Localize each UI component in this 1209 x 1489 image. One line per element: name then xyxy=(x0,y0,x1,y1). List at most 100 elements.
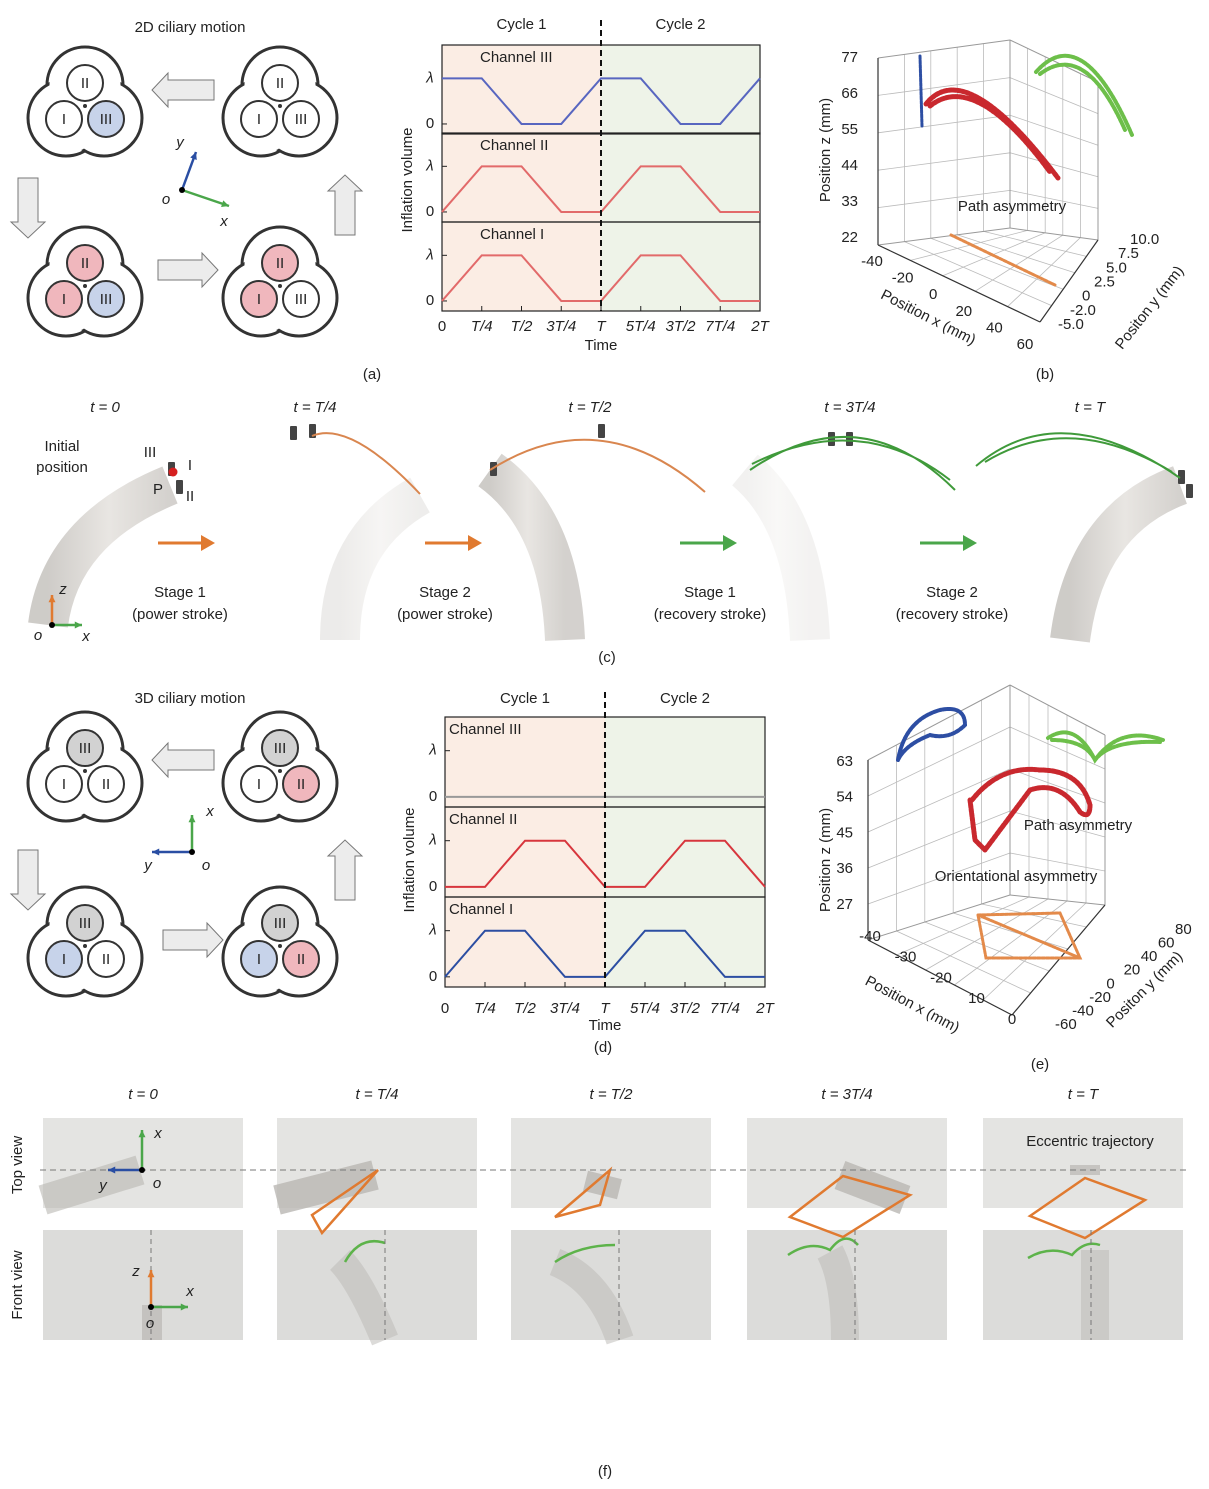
grid-line-3d xyxy=(868,811,1010,868)
axis-arrow xyxy=(182,190,229,206)
process-arrow xyxy=(328,175,362,235)
process-arrow xyxy=(328,840,362,900)
tick-label-3d: 10 xyxy=(968,990,985,1007)
x-tick-label: 5T/4 xyxy=(626,318,656,335)
panel-title: 2D ciliary motion xyxy=(135,19,246,36)
x-tick-label: 3T/4 xyxy=(546,318,576,335)
grid-line-3d xyxy=(1010,685,1105,735)
label: II xyxy=(186,488,194,505)
label: I xyxy=(188,457,192,474)
y-tick-label: λ xyxy=(425,157,433,174)
label: (power stroke) xyxy=(132,606,228,623)
tube-end xyxy=(846,432,853,446)
tick-label-3d: 20 xyxy=(1124,962,1141,979)
panel-label: (e) xyxy=(1031,1056,1049,1073)
center-dot xyxy=(83,769,87,773)
tick-label-3d: 22 xyxy=(841,229,858,246)
channel-label: III xyxy=(274,740,287,757)
tick-label-3d: 20 xyxy=(955,303,972,320)
origin xyxy=(189,849,195,855)
label: Stage 2 xyxy=(926,584,978,601)
channel-label: I xyxy=(257,291,261,308)
series-name: Channel II xyxy=(480,137,548,154)
tick-label-3d: 77 xyxy=(841,49,858,66)
x-tick-label: 0 xyxy=(441,1000,449,1017)
time-label: t = 0 xyxy=(90,399,120,416)
tick-label-3d: 60 xyxy=(1017,336,1034,353)
label: o xyxy=(162,191,170,208)
time-label: t = T xyxy=(1075,399,1107,416)
y-tick-label: 0 xyxy=(426,115,434,132)
grid-line-3d xyxy=(868,769,1010,832)
axis-arrow-head xyxy=(221,200,229,207)
time-label: t = T/2 xyxy=(569,399,613,416)
tube-end xyxy=(176,480,183,494)
x-tick-label: 7T/4 xyxy=(710,1000,740,1017)
label: Orientational asymmetry xyxy=(935,868,1098,885)
channel-label: II xyxy=(102,776,110,793)
label: (power stroke) xyxy=(397,606,493,623)
tick-label-3d: 54 xyxy=(836,789,853,806)
panel-label: (d) xyxy=(594,1039,612,1056)
label: o xyxy=(34,627,42,644)
label: o xyxy=(153,1175,161,1192)
label: Position z (mm) xyxy=(817,808,834,912)
x-tick-label: T/2 xyxy=(511,318,533,335)
tick-label-3d: 27 xyxy=(836,896,853,913)
channel-label: II xyxy=(276,75,284,92)
tick-label-3d: 36 xyxy=(836,860,853,877)
tick-label-3d: 33 xyxy=(841,193,858,210)
grid-line-3d xyxy=(878,228,1010,245)
tick-label-3d: 0 xyxy=(929,286,937,303)
label: position xyxy=(36,459,88,476)
channel-label: II xyxy=(81,255,89,272)
channel-label: III xyxy=(100,111,113,128)
actuator xyxy=(48,485,170,625)
grid-line-3d xyxy=(1010,78,1098,114)
panel-label: (b) xyxy=(1036,366,1054,383)
label: Eccentric trajectory xyxy=(1026,1133,1154,1150)
grid-line-3d xyxy=(896,931,1030,993)
series-name: Channel I xyxy=(480,226,544,243)
y-tick-label: λ xyxy=(428,922,436,939)
process-arrow xyxy=(163,923,223,957)
grid-line-3d xyxy=(878,40,1010,58)
y-axis-label: Inflation volume xyxy=(401,807,418,912)
channel-label: III xyxy=(295,291,308,308)
tick-label-3d: 0 xyxy=(1082,288,1090,305)
x-tick-label: 2T xyxy=(750,318,770,335)
trajectory xyxy=(951,235,1055,285)
x-tick-label: T/4 xyxy=(471,318,493,335)
series-name: Channel I xyxy=(449,901,513,918)
tube-end xyxy=(1186,484,1193,498)
series-name: Channel II xyxy=(449,811,517,828)
page: 2D ciliary motionIIIIIIIIIIIIIIIIIIIIIII… xyxy=(0,0,1209,1489)
trajectory xyxy=(926,90,1058,178)
axis-arrow-head xyxy=(75,622,82,629)
cycle-label: Cycle 2 xyxy=(660,690,710,707)
process-arrow xyxy=(152,743,214,777)
x-tick-label: T/2 xyxy=(514,1000,536,1017)
label: Stage 1 xyxy=(154,584,206,601)
label: y xyxy=(143,857,153,874)
tick-label-3d: 55 xyxy=(841,121,858,138)
tick-label-3d: 40 xyxy=(986,319,1003,336)
tick-label-3d: 45 xyxy=(836,824,853,841)
label: x xyxy=(81,628,90,645)
label: Path asymmetry xyxy=(958,198,1067,215)
grid-line-3d xyxy=(897,897,1029,955)
y-tick-label: 0 xyxy=(426,292,434,309)
grid-line-3d xyxy=(878,153,1010,170)
x-tick-label: 3T/4 xyxy=(550,1000,580,1017)
y-tick-label: λ xyxy=(428,832,436,849)
y-tick-label: 0 xyxy=(429,788,437,805)
channel-label: I xyxy=(62,111,66,128)
stage-arrow-head xyxy=(963,535,977,551)
top-view-photo xyxy=(983,1118,1183,1208)
channel-label: II xyxy=(297,776,305,793)
label: x xyxy=(205,803,214,820)
trajectory xyxy=(898,709,965,760)
channel-label: III xyxy=(79,740,92,757)
label: o xyxy=(146,1315,154,1332)
center-dot xyxy=(83,284,87,288)
